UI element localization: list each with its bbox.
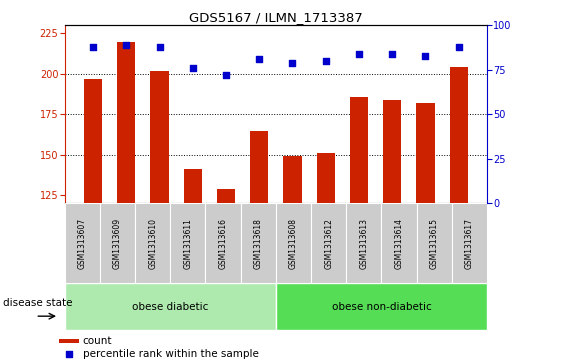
Bar [65, 203, 100, 283]
Bar [117, 42, 136, 203]
Point [321, 58, 330, 64]
Point [188, 65, 197, 71]
Text: GSM1313610: GSM1313610 [148, 218, 157, 269]
Point [388, 51, 397, 57]
Bar [100, 203, 135, 283]
Bar [150, 71, 169, 203]
Text: percentile rank within the sample: percentile rank within the sample [83, 349, 258, 359]
Bar [417, 203, 452, 283]
Text: GSM1313614: GSM1313614 [395, 218, 404, 269]
Point [288, 60, 297, 66]
Bar [346, 203, 382, 283]
Text: GSM1313617: GSM1313617 [465, 218, 474, 269]
Bar [184, 169, 202, 203]
Text: GSM1313615: GSM1313615 [430, 218, 439, 269]
Text: GSM1313611: GSM1313611 [184, 218, 193, 269]
Point [122, 42, 131, 48]
Bar [276, 283, 487, 330]
Bar [205, 203, 241, 283]
Bar [171, 203, 205, 283]
Text: GSM1313613: GSM1313613 [359, 218, 368, 269]
Text: GSM1313607: GSM1313607 [78, 218, 87, 269]
Point [155, 44, 164, 50]
Point [221, 72, 230, 78]
Bar [311, 203, 346, 283]
Text: count: count [83, 336, 112, 346]
Bar [283, 156, 302, 203]
Bar [84, 79, 102, 203]
Bar [449, 68, 468, 203]
Bar [316, 153, 335, 203]
Bar [217, 189, 235, 203]
Text: obese diabetic: obese diabetic [132, 302, 208, 312]
Text: disease state: disease state [3, 298, 72, 308]
Bar [383, 100, 401, 203]
Bar [135, 203, 171, 283]
Bar [382, 203, 417, 283]
Bar [452, 203, 487, 283]
Point [254, 56, 263, 62]
Text: obese non-diabetic: obese non-diabetic [332, 302, 431, 312]
Text: GSM1313616: GSM1313616 [218, 218, 227, 269]
Point [88, 44, 97, 50]
Bar [59, 339, 79, 343]
Bar [65, 283, 276, 330]
Bar [250, 131, 269, 203]
Bar [276, 203, 311, 283]
Bar [350, 97, 368, 203]
Point [454, 44, 463, 50]
Point [421, 53, 430, 58]
Text: GSM1313612: GSM1313612 [324, 218, 333, 269]
Text: GDS5167 / ILMN_1713387: GDS5167 / ILMN_1713387 [189, 11, 363, 24]
Point [65, 351, 74, 357]
Bar [416, 103, 435, 203]
Text: GSM1313608: GSM1313608 [289, 218, 298, 269]
Text: GSM1313609: GSM1313609 [113, 218, 122, 269]
Bar [241, 203, 276, 283]
Point [355, 51, 364, 57]
Text: GSM1313618: GSM1313618 [254, 218, 263, 269]
